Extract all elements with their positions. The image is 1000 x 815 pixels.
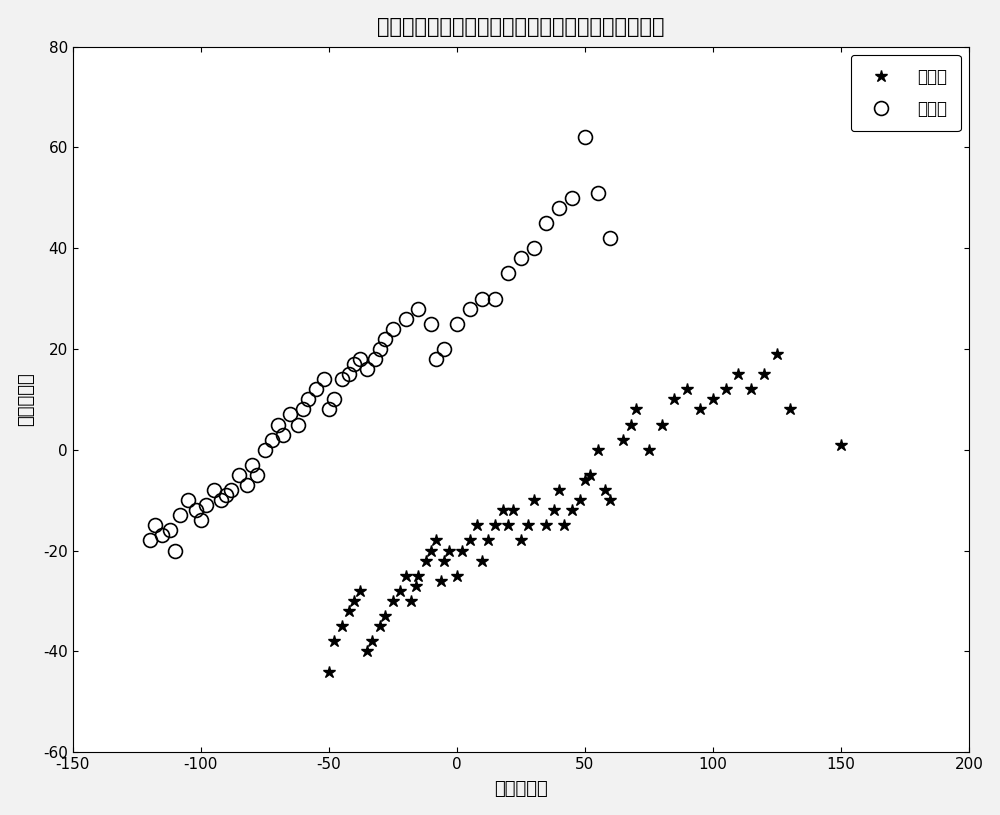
从样品: [144, 535, 156, 545]
主样品: [835, 440, 847, 450]
从样品: [579, 132, 591, 142]
主样品: [400, 570, 412, 580]
主样品: [771, 349, 783, 359]
主样品: [694, 404, 706, 414]
Line: 从样品: 从样品: [143, 130, 617, 557]
Y-axis label: 第二主成分: 第二主成分: [17, 372, 35, 426]
X-axis label: 第一主成分: 第一主成分: [494, 780, 548, 799]
主样品: [553, 485, 565, 495]
主样品: [420, 556, 432, 566]
从样品: [156, 531, 168, 540]
从样品: [164, 526, 176, 535]
从样品: [412, 304, 424, 314]
主样品: [323, 667, 335, 676]
从样品: [400, 314, 412, 324]
主样品: [354, 586, 366, 596]
从样品: [169, 546, 181, 556]
从样品: [302, 394, 314, 404]
Line: 主样品: 主样品: [323, 348, 847, 678]
主样品: [502, 521, 514, 531]
从样品: [246, 460, 258, 469]
从样品: [604, 233, 616, 243]
Title: 主样品与从样品第一主成分和第二主成分空间分布图: 主样品与从样品第一主成分和第二主成分空间分布图: [377, 16, 665, 37]
Legend: 主样品, 从样品: 主样品, 从样品: [851, 55, 961, 131]
